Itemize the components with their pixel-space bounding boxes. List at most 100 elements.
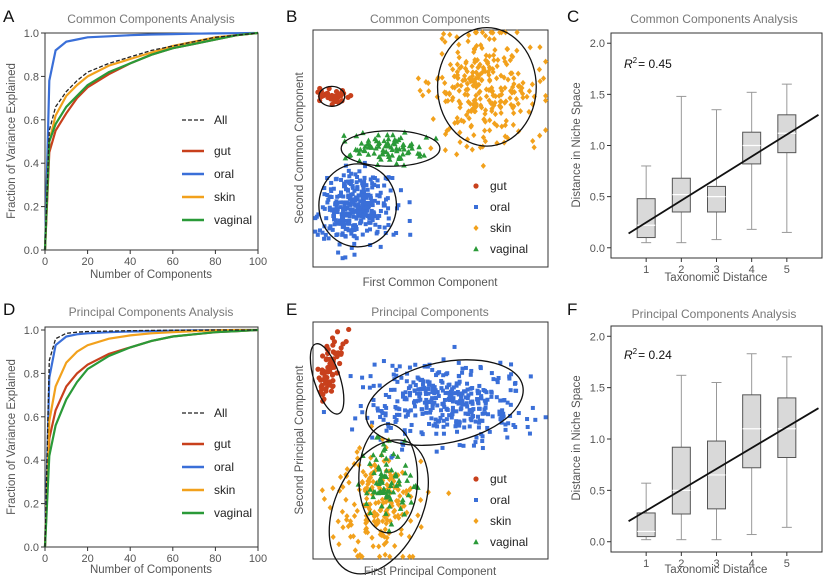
point-oral <box>482 398 487 403</box>
point-oral <box>407 393 412 398</box>
y-tick-label: 0.0 <box>590 537 605 549</box>
point-vaginal <box>396 477 402 483</box>
point-vaginal <box>388 480 395 486</box>
point-oral <box>413 413 418 418</box>
point-skin <box>368 471 374 478</box>
point-skin <box>472 108 478 115</box>
point-oral <box>368 177 373 182</box>
point-skin <box>485 60 491 67</box>
point-skin <box>458 63 464 70</box>
y-tick-label: 1.0 <box>24 325 39 337</box>
point-skin <box>397 492 403 499</box>
point-skin <box>450 66 456 73</box>
point-oral <box>528 374 533 379</box>
series-line-vaginal <box>43 31 259 251</box>
point-oral <box>408 408 413 413</box>
point-skin <box>457 129 463 136</box>
point-vaginal <box>383 510 389 516</box>
legend-label-oral: oral <box>214 460 234 474</box>
y-tick-label: 2.0 <box>590 331 605 343</box>
point-vaginal <box>386 156 393 162</box>
point-skin <box>371 509 377 516</box>
point-skin <box>406 486 413 493</box>
point-skin <box>537 132 543 139</box>
panel-a-plot-frame <box>44 32 259 251</box>
point-skin <box>491 36 497 43</box>
panel-b-title: Common Components <box>370 12 490 26</box>
point-oral <box>343 255 348 260</box>
point-skin <box>517 108 524 115</box>
point-oral <box>499 411 504 416</box>
point-oral <box>454 419 459 424</box>
point-oral <box>348 374 353 379</box>
point-oral <box>489 371 494 376</box>
point-oral <box>369 212 374 217</box>
point-skin <box>499 123 505 130</box>
point-oral <box>394 231 399 236</box>
point-skin <box>498 104 504 111</box>
panel-a-x-label: Number of Components <box>90 269 212 281</box>
point-oral <box>389 387 394 392</box>
point-skin <box>410 553 416 560</box>
point-skin <box>376 553 383 560</box>
point-oral <box>428 410 433 415</box>
point-skin <box>465 38 471 45</box>
point-skin <box>473 42 480 49</box>
point-oral <box>381 417 386 422</box>
point-skin <box>439 74 445 81</box>
point-skin <box>477 144 484 151</box>
point-oral <box>386 216 391 221</box>
point-skin <box>346 479 352 486</box>
point-skin <box>360 468 366 475</box>
point-vaginal <box>404 477 410 483</box>
point-oral <box>359 218 364 223</box>
point-oral <box>464 401 469 406</box>
point-vaginal <box>421 152 427 158</box>
point-oral <box>424 402 429 407</box>
point-skin <box>418 458 424 465</box>
point-oral <box>322 186 327 191</box>
point-oral <box>456 401 461 406</box>
point-oral <box>441 424 446 429</box>
point-skin <box>460 77 466 84</box>
point-oral <box>415 375 420 380</box>
point-skin <box>344 513 350 520</box>
point-oral <box>347 174 352 179</box>
point-oral <box>328 224 333 229</box>
point-oral <box>363 201 368 206</box>
x-tick-label: 60 <box>167 553 179 565</box>
y-tick-label: 0.0 <box>590 243 605 255</box>
point-skin <box>476 89 482 96</box>
panel-e-legend: gut oral skin vaginal <box>473 472 528 549</box>
point-oral <box>471 443 476 448</box>
point-vaginal <box>385 136 392 142</box>
point-skin <box>442 80 448 87</box>
point-gut <box>319 386 325 392</box>
point-skin <box>498 91 505 98</box>
point-oral <box>423 388 428 393</box>
point-oral <box>473 440 478 445</box>
box-4 <box>742 131 762 165</box>
legend-marker-gut <box>473 183 479 189</box>
point-oral <box>423 391 428 396</box>
point-vaginal <box>364 490 370 496</box>
legend-label-gut: gut <box>490 179 507 193</box>
point-oral <box>475 414 480 419</box>
point-skin <box>509 52 515 59</box>
point-skin <box>487 117 493 124</box>
point-oral <box>345 226 350 231</box>
point-skin <box>531 93 537 100</box>
point-skin <box>340 524 346 531</box>
point-oral <box>368 374 373 379</box>
point-oral <box>485 397 490 402</box>
point-oral <box>444 372 449 377</box>
point-oral <box>361 198 366 203</box>
point-oral <box>460 399 465 404</box>
point-oral <box>480 446 485 451</box>
x-tick-label: 3 <box>713 264 719 276</box>
point-oral <box>439 386 444 391</box>
point-vaginal <box>433 135 439 141</box>
point-oral <box>530 405 535 410</box>
point-skin <box>451 73 457 80</box>
